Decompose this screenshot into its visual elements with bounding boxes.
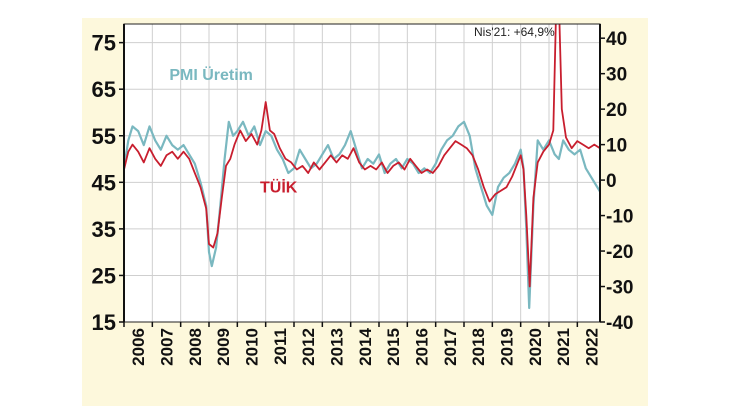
right-tick-label: -30 (606, 278, 633, 299)
series-layer (124, 24, 600, 310)
peak-annotation: Nis'21: +64,9% (474, 25, 555, 39)
right-tick-label: 30 (606, 65, 627, 86)
x-tick-label: 2016 (413, 328, 432, 366)
x-tick-label: 2007 (158, 328, 177, 366)
left-tick-label: 65 (92, 77, 116, 102)
right-tick-label: -20 (606, 242, 633, 263)
left-tick-label: 15 (92, 310, 116, 335)
x-tick-label: 2012 (299, 328, 318, 366)
x-tick-label: 2019 (498, 328, 517, 366)
x-tick-label: 2021 (554, 328, 573, 366)
right-tick-label: 20 (606, 100, 627, 121)
grid-layer (124, 24, 600, 323)
x-tick-label: 2014 (356, 327, 375, 365)
left-tick-label: 75 (92, 31, 116, 56)
x-tick-label: 2006 (129, 328, 148, 366)
series-line-1 (124, 24, 600, 288)
right-tick-label: 10 (606, 136, 627, 157)
left-tick-label: 45 (92, 170, 116, 195)
left-axis-ticks: 75 65 55 45 35 25 15 (92, 31, 124, 335)
x-tick-label: 2020 (526, 328, 545, 366)
series-labels: PMI Üretim TÜİK Nis'21: +64,9% (169, 25, 555, 197)
x-tick-label: 2015 (384, 328, 403, 366)
x-tick-label: 2011 (271, 328, 290, 365)
right-tick-label: -40 (606, 313, 633, 334)
x-axis-ticks: 2006 2007 2008 2009 2010 2011 2012 2013 2014 2015… (123, 322, 602, 366)
series-label-tuik: TÜİK (260, 178, 298, 197)
left-tick-label: 35 (92, 217, 116, 242)
x-tick-label: 2018 (469, 328, 488, 366)
x-tick-label: 2009 (214, 328, 233, 366)
right-tick-label: 40 (606, 29, 627, 50)
series-label-pmi: PMI Üretim (169, 65, 253, 84)
chart-card: 75 65 55 45 35 25 15 40 30 20 10 0 -10 -20 -30 -40 200… (82, 18, 648, 406)
x-tick-label: 2008 (186, 328, 205, 366)
x-tick-label: 2013 (328, 328, 347, 366)
x-tick-label: 2017 (441, 328, 460, 366)
right-tick-label: 0 (606, 171, 617, 192)
right-axis-ticks: 40 30 20 10 0 -10 -20 -30 -40 (600, 29, 633, 334)
x-tick-label: 2022 (583, 328, 602, 366)
left-tick-label: 25 (92, 263, 116, 288)
x-tick-label: 2010 (243, 328, 262, 366)
left-tick-label: 55 (92, 124, 116, 149)
right-tick-label: -10 (606, 207, 633, 228)
